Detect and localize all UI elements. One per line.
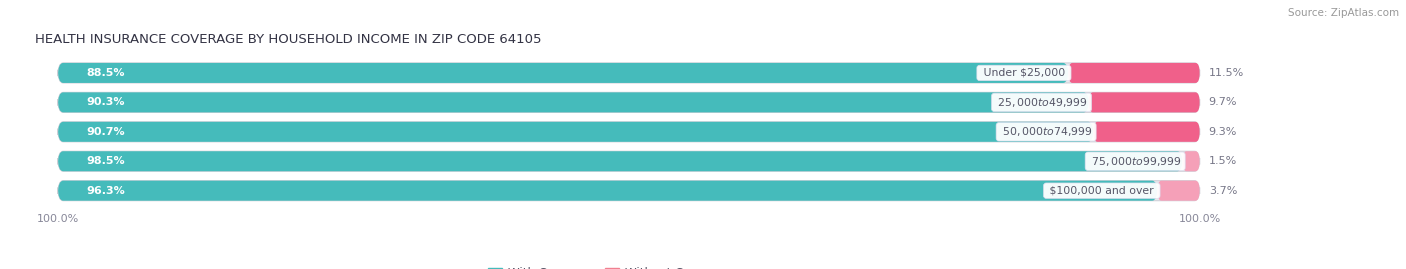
FancyBboxPatch shape bbox=[58, 92, 1088, 112]
FancyBboxPatch shape bbox=[58, 151, 1182, 171]
Text: 96.3%: 96.3% bbox=[87, 186, 125, 196]
Text: 98.5%: 98.5% bbox=[87, 156, 125, 166]
FancyBboxPatch shape bbox=[1182, 151, 1199, 171]
Text: HEALTH INSURANCE COVERAGE BY HOUSEHOLD INCOME IN ZIP CODE 64105: HEALTH INSURANCE COVERAGE BY HOUSEHOLD I… bbox=[35, 33, 541, 46]
FancyBboxPatch shape bbox=[58, 122, 1199, 142]
Text: 88.5%: 88.5% bbox=[87, 68, 125, 78]
Text: 90.7%: 90.7% bbox=[87, 127, 125, 137]
Text: 9.3%: 9.3% bbox=[1209, 127, 1237, 137]
Text: $100,000 and over: $100,000 and over bbox=[1046, 186, 1157, 196]
Text: $75,000 to $99,999: $75,000 to $99,999 bbox=[1088, 155, 1182, 168]
FancyBboxPatch shape bbox=[58, 151, 1199, 171]
FancyBboxPatch shape bbox=[58, 63, 1069, 83]
Text: Source: ZipAtlas.com: Source: ZipAtlas.com bbox=[1288, 8, 1399, 18]
FancyBboxPatch shape bbox=[1157, 181, 1199, 201]
Text: 1.5%: 1.5% bbox=[1209, 156, 1237, 166]
FancyBboxPatch shape bbox=[58, 63, 1199, 83]
Text: 9.7%: 9.7% bbox=[1209, 97, 1237, 107]
Text: 11.5%: 11.5% bbox=[1209, 68, 1244, 78]
FancyBboxPatch shape bbox=[1094, 122, 1199, 142]
FancyBboxPatch shape bbox=[58, 181, 1157, 201]
FancyBboxPatch shape bbox=[1088, 92, 1199, 112]
FancyBboxPatch shape bbox=[58, 181, 1199, 201]
FancyBboxPatch shape bbox=[58, 122, 1094, 142]
FancyBboxPatch shape bbox=[1069, 63, 1199, 83]
FancyBboxPatch shape bbox=[58, 92, 1199, 112]
Text: 3.7%: 3.7% bbox=[1209, 186, 1237, 196]
Legend: With Coverage, Without Coverage: With Coverage, Without Coverage bbox=[482, 263, 737, 269]
Text: 90.3%: 90.3% bbox=[87, 97, 125, 107]
Text: $50,000 to $74,999: $50,000 to $74,999 bbox=[998, 125, 1094, 138]
Text: $25,000 to $49,999: $25,000 to $49,999 bbox=[994, 96, 1088, 109]
Text: Under $25,000: Under $25,000 bbox=[980, 68, 1069, 78]
